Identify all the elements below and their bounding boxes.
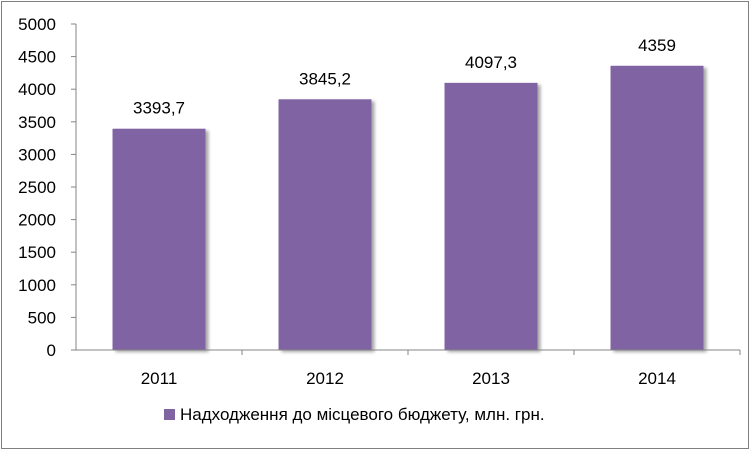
- bar-2012: [278, 99, 372, 350]
- y-tick-label: 2000: [18, 211, 56, 230]
- y-tick-label: 2500: [18, 178, 56, 197]
- y-tick-label: 3000: [18, 145, 56, 164]
- data-label-2012: 3845,2: [299, 69, 351, 88]
- y-tick-label: 500: [28, 308, 56, 327]
- bar-2013: [444, 82, 538, 350]
- y-tick-label: 4500: [18, 48, 56, 67]
- y-tick-label: 3500: [18, 113, 56, 132]
- y-tick-label: 4000: [18, 80, 56, 99]
- data-label-2014: 4359: [638, 36, 676, 55]
- data-label-2011: 3393,7: [133, 99, 185, 118]
- legend: Надходження до місцевого бюджету, млн. г…: [164, 405, 545, 424]
- legend-label: Надходження до місцевого бюджету, млн. г…: [180, 405, 545, 424]
- data-label-2013: 4097,3: [465, 53, 517, 72]
- x-tick-label-2011: 2011: [141, 369, 178, 388]
- x-tick-label-2013: 2013: [472, 369, 510, 388]
- y-tick-label: 1000: [18, 276, 56, 295]
- legend-swatch: [164, 409, 175, 420]
- y-tick-label: 1500: [18, 243, 56, 262]
- bar-2014: [610, 65, 704, 350]
- y-tick-label: 5000: [18, 15, 56, 34]
- x-tick-label-2014: 2014: [638, 369, 676, 388]
- x-tick-label-2012: 2012: [306, 369, 344, 388]
- bar-2011: [112, 128, 206, 350]
- y-tick-label: 0: [47, 341, 56, 360]
- x-axis: 2011 2012 2013 2014: [76, 349, 741, 388]
- bars: 3393,7 3845,2 4097,3 4359: [112, 36, 704, 350]
- y-axis: 0 500 1000 1500 2000 2500 3000 3500 4000 4500 5000: [18, 15, 77, 360]
